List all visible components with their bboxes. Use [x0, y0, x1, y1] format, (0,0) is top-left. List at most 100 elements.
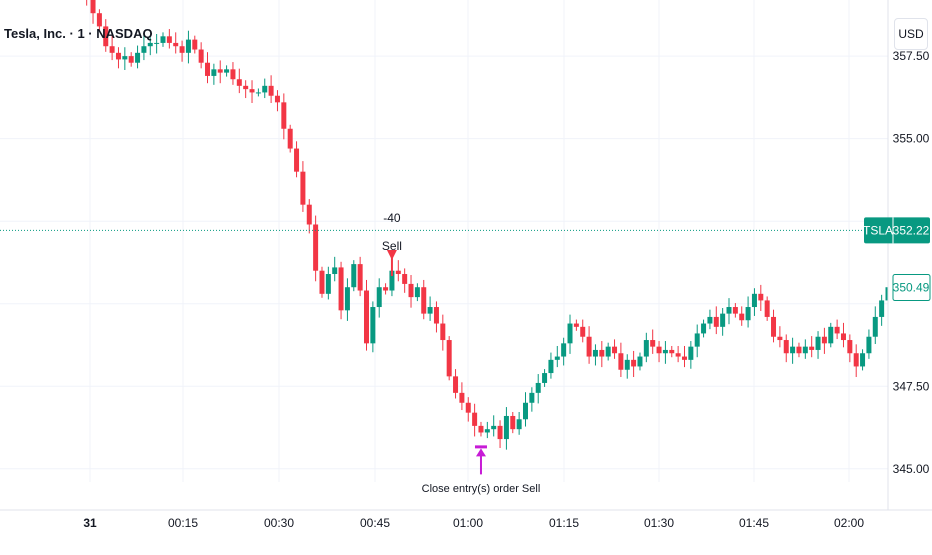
candle — [592, 344, 598, 366]
candle-body — [567, 323, 573, 344]
candle-body — [643, 340, 649, 357]
candle — [580, 319, 586, 343]
close-entry-label: Close entry(s) order Sell — [422, 483, 541, 495]
candle — [325, 266, 331, 300]
candle-body — [332, 267, 338, 275]
candle-body — [681, 356, 687, 360]
candle — [561, 337, 567, 366]
candle-body — [745, 307, 751, 321]
candle — [554, 345, 560, 368]
candle — [281, 93, 287, 140]
candle-body — [383, 287, 389, 291]
candle — [484, 421, 490, 439]
candle — [828, 322, 834, 348]
candle-body — [262, 85, 268, 93]
candle-body — [281, 102, 287, 129]
candle — [631, 350, 637, 378]
candle-body — [503, 415, 509, 440]
candle-body — [433, 307, 439, 324]
price-tick-label: 357.50 — [893, 49, 930, 63]
candle-body — [364, 290, 370, 344]
candle — [370, 301, 376, 353]
candle — [815, 331, 821, 359]
candle-body — [395, 270, 401, 275]
time-axis-background — [0, 510, 932, 550]
candle-body — [688, 346, 694, 360]
candle-body — [840, 333, 846, 341]
candle — [732, 303, 738, 318]
candle — [783, 334, 789, 363]
candle — [300, 161, 306, 212]
candle — [198, 42, 204, 69]
candle-body — [662, 349, 668, 354]
candle-body — [389, 270, 395, 291]
candle — [249, 80, 255, 104]
candle — [351, 260, 357, 292]
time-tick-label: 00:45 — [360, 516, 390, 530]
current-price-value: 350.49 — [893, 281, 930, 295]
candle-body — [472, 412, 478, 426]
candle-body — [834, 326, 840, 334]
candle — [573, 319, 579, 331]
candle — [777, 326, 783, 348]
candle — [236, 68, 242, 94]
candle-body — [325, 274, 331, 294]
candle-body — [491, 425, 497, 430]
candle — [115, 47, 121, 69]
candle — [179, 40, 185, 62]
candle-body — [135, 52, 141, 63]
candle — [319, 266, 325, 298]
candle-body — [790, 346, 796, 354]
price-tick-label: 355.00 — [893, 132, 930, 146]
candle-body — [236, 79, 242, 86]
candle-body — [573, 323, 579, 327]
candle-body — [96, 13, 102, 27]
candle — [364, 279, 370, 351]
candle — [185, 30, 191, 64]
candle-body — [535, 382, 541, 393]
candle-body — [287, 128, 293, 149]
candle — [383, 283, 389, 295]
candle — [268, 75, 274, 104]
candle-body — [548, 359, 554, 374]
candle — [790, 337, 796, 364]
candle-body — [751, 293, 757, 308]
candle-body — [90, 0, 96, 14]
candle-body — [656, 346, 662, 354]
candle-body — [478, 425, 484, 433]
candle — [701, 319, 707, 338]
candle-body — [217, 69, 223, 73]
candle-body — [764, 300, 770, 317]
candle — [745, 296, 751, 328]
candle-body — [758, 293, 764, 301]
candle-body — [300, 171, 306, 205]
candle-body — [516, 419, 522, 430]
candle-body — [586, 336, 592, 357]
currency-button[interactable]: USD — [894, 18, 928, 50]
candle — [688, 341, 694, 369]
candle-body — [465, 402, 471, 413]
candle — [408, 275, 414, 308]
candle-body — [338, 267, 344, 311]
candle-body — [249, 89, 255, 93]
candle-body — [694, 333, 700, 347]
candle — [402, 268, 408, 293]
candle — [764, 296, 770, 321]
candle — [707, 309, 713, 330]
candle-body — [173, 42, 179, 47]
candle — [567, 314, 573, 354]
candle-body — [402, 274, 408, 284]
candle — [860, 349, 866, 371]
candle-body — [370, 307, 376, 344]
candle — [542, 369, 548, 387]
candle-body — [777, 336, 783, 341]
candle-body — [828, 326, 834, 344]
candle-body — [274, 95, 280, 103]
candle-body — [802, 346, 808, 354]
candle-body — [732, 307, 738, 314]
candle — [472, 403, 478, 437]
candle-body — [319, 270, 325, 294]
candle — [255, 88, 261, 97]
